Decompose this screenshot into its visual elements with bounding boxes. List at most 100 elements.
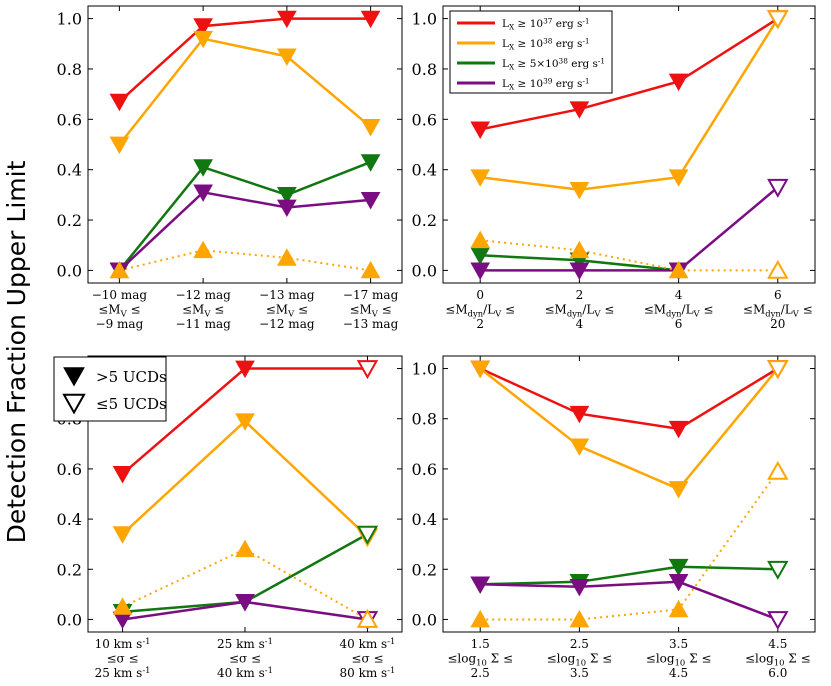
series-line — [480, 186, 779, 272]
x-tick-label: −12 mag — [175, 288, 231, 302]
x-tick-label: 10 km s-1​ — [95, 636, 151, 651]
x-tick-label: ≤MV​ ≤ — [266, 303, 308, 319]
x-tick-label: ≤MV​ ≤ — [182, 303, 224, 319]
data-point-marker — [277, 48, 297, 66]
series-line — [118, 37, 372, 146]
x-tick-label: ≤Mdyn​/LV​ ≤ — [445, 303, 515, 319]
x-tick-label: −13 mag — [343, 317, 399, 331]
x-tick-label: 3.5 — [669, 637, 688, 651]
data-point-marker — [360, 10, 381, 29]
data-point-marker — [668, 558, 689, 577]
data-point-marker — [470, 576, 491, 594]
series-line — [479, 367, 779, 431]
y-tick-label: 1.0 — [412, 360, 437, 379]
x-tick-label: −12 mag — [259, 317, 315, 331]
y-tick-label: 0.6 — [412, 460, 437, 479]
data-point-marker — [767, 560, 789, 580]
data-point-marker — [360, 118, 381, 137]
y-tick-label: 0.4 — [412, 161, 437, 180]
legend-marker — [62, 393, 86, 415]
x-tick-label: −17 mag — [343, 288, 399, 302]
x-tick-label: 1.5 — [471, 637, 490, 651]
x-tick-label: 40 km s-1​ — [217, 665, 273, 680]
y-tick-label: 0.2 — [412, 560, 437, 579]
y-tick-label: 0.0 — [412, 610, 437, 629]
x-tick-label: 25 km s-1​ — [95, 665, 151, 680]
x-tick-label: ≤log10​ Σ ≤ — [547, 652, 613, 668]
x-tick-label: ≤Mdyn​/LV​ ≤ — [743, 303, 813, 319]
data-point-marker — [569, 609, 590, 628]
data-point-marker — [112, 526, 133, 544]
data-point-marker — [569, 405, 590, 424]
x-tick-label: −9 mag — [96, 317, 144, 331]
data-point-marker — [360, 260, 381, 279]
chart-panel-top-right: 0.00.20.40.60.81.00≤Mdyn​/LV​ ≤22≤Mdyn​/… — [412, 5, 816, 331]
x-tick-label: ≤MV​ ≤ — [349, 303, 391, 319]
data-point-marker — [470, 230, 491, 249]
series-line — [479, 367, 779, 491]
legend-label: LX​ ≥ 1038​ erg s-1​ — [502, 36, 590, 51]
x-tick-label: 2 — [476, 317, 484, 331]
x-tick-label: 6 — [675, 317, 683, 331]
y-tick-label: 0.8 — [57, 60, 82, 79]
legend-label: LX​ ≥ 1037​ erg s-1​ — [502, 16, 590, 31]
x-tick-label: 4.5 — [768, 637, 787, 651]
y-axis-label: Detection Fraction Upper Limit — [2, 160, 31, 543]
y-tick-label: 0.2 — [412, 211, 437, 230]
y-tick-label: 0.2 — [57, 211, 82, 230]
x-tick-label: 2.5 — [471, 666, 490, 680]
series-line — [122, 548, 368, 621]
data-point-marker — [569, 262, 590, 280]
x-tick-label: ≤σ ≤ — [229, 652, 261, 666]
y-tick-label: 0.0 — [57, 261, 82, 280]
data-point-marker — [193, 30, 213, 49]
data-point-marker — [470, 169, 491, 187]
data-point-marker — [668, 599, 689, 618]
x-tick-label: 80 km s-1​ — [340, 665, 396, 680]
data-point-marker — [569, 240, 590, 259]
data-point-marker — [569, 181, 590, 200]
data-point-marker — [569, 438, 590, 456]
x-tick-label: ≤Mdyn​/LV​ ≤ — [644, 303, 714, 319]
x-tick-label: ≤log10​ Σ ≤ — [646, 652, 712, 668]
data-point-marker — [470, 609, 491, 628]
x-tick-label: −13 mag — [259, 288, 315, 302]
y-tick-label: 0.4 — [57, 161, 82, 180]
data-point-marker — [767, 611, 789, 631]
legend-label: ≤5 UCDs — [96, 395, 167, 413]
x-tick-label: ≤Mdyn​/LV​ ≤ — [545, 303, 615, 319]
x-tick-label: 4 — [675, 288, 683, 302]
legend-markers: >5 UCDs ≤5 UCDs — [53, 356, 167, 422]
data-point-marker — [470, 121, 491, 139]
y-tick-label: 1.0 — [412, 10, 437, 29]
series-line — [480, 580, 779, 621]
data-point-marker — [767, 178, 789, 198]
panels: 0.00.20.40.60.81.0−10 mag≤MV​ ≤−9 mag−12… — [57, 5, 816, 680]
data-point-marker — [235, 594, 255, 612]
data-point-marker — [569, 578, 590, 597]
series-line — [121, 419, 369, 538]
series-line — [119, 249, 371, 272]
legend-marker — [63, 367, 85, 387]
x-tick-label: 20 — [770, 317, 785, 331]
series-line — [480, 17, 779, 192]
x-tick-label: 6 — [774, 288, 782, 302]
data-point-marker — [668, 481, 689, 499]
data-point-marker — [235, 539, 255, 558]
y-tick-label: 0.6 — [57, 460, 82, 479]
x-tick-label: 3.5 — [570, 666, 589, 680]
data-point-marker — [668, 169, 689, 187]
x-tick-label: 4 — [576, 317, 584, 331]
data-point-marker — [668, 420, 689, 439]
y-tick-label: 0.8 — [412, 410, 437, 429]
data-point-marker — [356, 608, 379, 628]
data-point-marker — [668, 260, 689, 279]
chart-panel-bottom-right: 0.00.20.40.60.81.01.5≤log10​ Σ ≤2.52.5≤l… — [412, 355, 816, 680]
series-line — [118, 190, 371, 272]
data-point-marker — [277, 199, 297, 218]
data-point-marker — [356, 360, 379, 380]
data-point-marker — [356, 525, 379, 545]
series-line — [480, 565, 778, 586]
data-point-marker — [112, 597, 133, 615]
data-point-marker — [109, 136, 130, 155]
